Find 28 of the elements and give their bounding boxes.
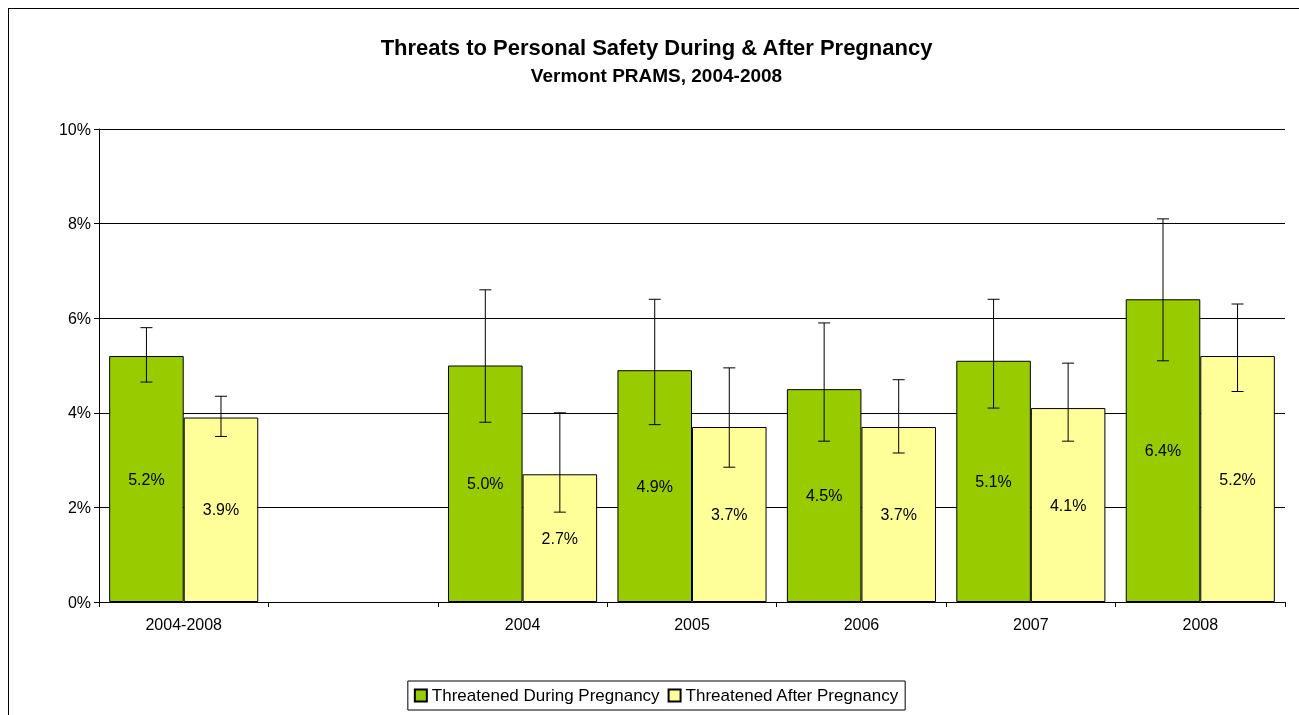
data-label: 2.7%	[541, 529, 579, 547]
y-tick-label: 0%	[67, 593, 91, 611]
data-label: 4.9%	[636, 477, 673, 495]
y-tick-label: 10%	[58, 120, 91, 138]
x-tick-label: 2006	[843, 615, 880, 633]
y-tick-label: 8%	[67, 215, 91, 233]
data-label: 5.2%	[1219, 470, 1256, 488]
data-label: 4.1%	[1049, 496, 1087, 514]
x-tick-label: 2008	[1182, 615, 1219, 633]
data-label: 6.4%	[1144, 442, 1182, 460]
x-tick-label: 2004-2008	[145, 615, 223, 633]
legend-label: Threatened During Pregnancy	[431, 686, 661, 705]
x-tick-label: 2007	[1013, 615, 1049, 633]
y-tick-label: 2%	[67, 498, 91, 516]
x-tick-label: 2005	[674, 615, 710, 633]
data-label: 3.9%	[202, 501, 240, 519]
chart-title: Threats to Personal Safety During & After Pregnancy	[380, 34, 934, 60]
x-tick-label: 2004	[504, 615, 541, 633]
data-label: 5.2%	[128, 470, 165, 488]
data-label: 3.7%	[880, 505, 917, 523]
data-label: 4.5%	[805, 487, 843, 505]
y-tick-label: 4%	[67, 404, 91, 422]
data-label: 5.0%	[467, 475, 504, 493]
legend-label: Threatened After Pregnancy	[685, 686, 899, 705]
chart-subtitle: Vermont PRAMS, 2004-2008	[530, 65, 783, 86]
data-label: 3.7%	[711, 505, 748, 523]
y-tick-label: 6%	[67, 309, 91, 327]
data-label: 5.1%	[975, 472, 1012, 490]
